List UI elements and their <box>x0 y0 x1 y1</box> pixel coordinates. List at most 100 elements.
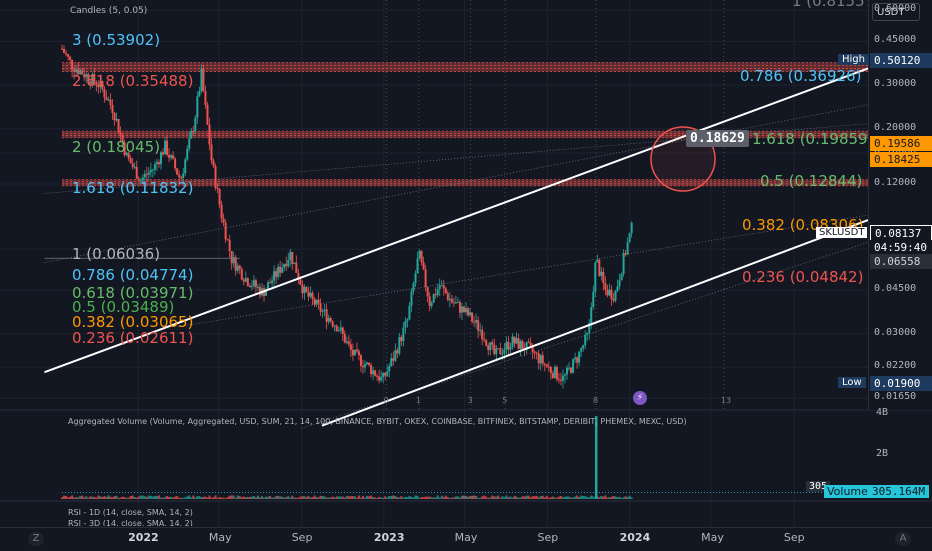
timezone-button[interactable]: Z <box>28 532 44 546</box>
candle-body <box>612 298 615 301</box>
candle-body <box>333 325 336 327</box>
volume-bar <box>224 497 227 499</box>
candle-body <box>481 329 484 340</box>
wave-count-label: 13 <box>720 396 732 405</box>
price-tick-label: 0.16000 <box>874 146 916 157</box>
candle-body <box>232 257 235 264</box>
volume-bar <box>396 497 399 499</box>
candle-body <box>384 372 387 376</box>
volume-bar <box>335 496 338 499</box>
candle-body <box>339 327 342 331</box>
candle-body <box>329 318 332 322</box>
volume-bar <box>220 497 223 499</box>
candle-body <box>568 367 571 369</box>
candle-body <box>137 178 140 181</box>
volume-bar <box>117 497 120 499</box>
candle-body <box>65 52 68 55</box>
candle-body <box>574 357 577 360</box>
volume-bar <box>408 495 411 499</box>
channel-line <box>321 219 869 427</box>
candle-body <box>267 282 270 290</box>
volume-bar <box>155 496 158 499</box>
rsi-3d-legend[interactable]: RSI - 3D (14, close, SMA, 14, 2) <box>68 519 193 526</box>
candle-body <box>279 266 282 273</box>
candle-body <box>477 320 480 331</box>
volume-bar <box>458 497 461 499</box>
candle-body <box>382 372 385 377</box>
volume-spike-bar <box>594 416 598 499</box>
candle-body <box>452 302 455 304</box>
fib-label: 3 (0.53902) <box>72 31 161 49</box>
volume-bar <box>414 495 417 499</box>
volume-bar <box>388 495 391 499</box>
volume-bar <box>133 497 136 499</box>
volume-bar <box>481 496 484 499</box>
candle-body <box>600 271 603 276</box>
candle-body <box>151 169 154 171</box>
candle-body <box>127 152 130 159</box>
candle-body <box>378 376 381 381</box>
volume-bar <box>430 497 433 499</box>
volume-bar <box>576 495 579 499</box>
lightning-icon[interactable]: ⚡ <box>633 391 647 405</box>
auto-scale-button[interactable]: A <box>895 532 911 546</box>
candle-body <box>208 124 211 145</box>
volume-bar <box>460 495 463 499</box>
candle-body <box>196 96 199 118</box>
volume-bar <box>236 495 239 499</box>
volume-bar <box>238 496 241 499</box>
volume-legend[interactable]: Aggregated Volume (Volume, Aggregated, U… <box>68 417 687 426</box>
volume-bar <box>347 496 350 499</box>
candles-legend[interactable]: Candles (5, 0.05) <box>70 6 148 16</box>
volume-bar <box>123 497 126 499</box>
volume-bar <box>384 496 387 499</box>
volume-bar <box>357 495 360 499</box>
volume-bar <box>287 496 290 499</box>
time-tick-label: May <box>701 531 724 544</box>
time-axis[interactable] <box>0 527 932 551</box>
candle-body <box>359 355 362 366</box>
volume-bar <box>465 495 468 499</box>
volume-bar <box>252 496 255 499</box>
candle-body <box>345 341 348 343</box>
candle-body <box>366 362 369 365</box>
volume-bar <box>95 497 98 499</box>
candle-body <box>244 278 247 282</box>
currency-selector[interactable]: USDT <box>872 3 920 21</box>
candle-body <box>624 253 627 255</box>
volume-bar <box>111 497 114 499</box>
volume-bar <box>275 496 278 499</box>
candle-body <box>265 289 268 296</box>
volume-bar <box>127 497 130 499</box>
candle-body <box>580 348 583 352</box>
volume-bar <box>198 496 201 499</box>
price-callout[interactable]: 0.18629 <box>686 130 749 147</box>
volume-bar <box>584 496 587 499</box>
candle-body <box>89 81 92 85</box>
volume-bar <box>503 497 506 499</box>
price-tick-label: 0.02200 <box>874 360 917 372</box>
volume-bar <box>331 496 334 499</box>
price-axis[interactable] <box>868 0 932 410</box>
candle-body <box>178 174 181 178</box>
volume-bar <box>402 497 405 499</box>
volume-bar <box>406 497 409 499</box>
volume-bar <box>412 497 415 499</box>
volume-bar <box>570 497 573 499</box>
volume-bar <box>226 497 229 499</box>
volume-bar <box>586 496 589 499</box>
candle-body <box>214 166 217 188</box>
candle-body <box>396 350 399 354</box>
volume-bar <box>493 496 496 499</box>
volume-bar <box>598 497 601 499</box>
volume-bar <box>386 497 389 499</box>
candle-body <box>190 130 193 139</box>
candle-body <box>404 321 407 328</box>
volume-bar <box>297 497 300 499</box>
candle-body <box>507 341 510 350</box>
candle-body <box>361 365 364 368</box>
rsi-1d-legend[interactable]: RSI - 1D (14, close, SMA, 14, 2) <box>68 508 193 517</box>
volume-bar <box>618 496 621 499</box>
candle-body <box>222 218 225 223</box>
